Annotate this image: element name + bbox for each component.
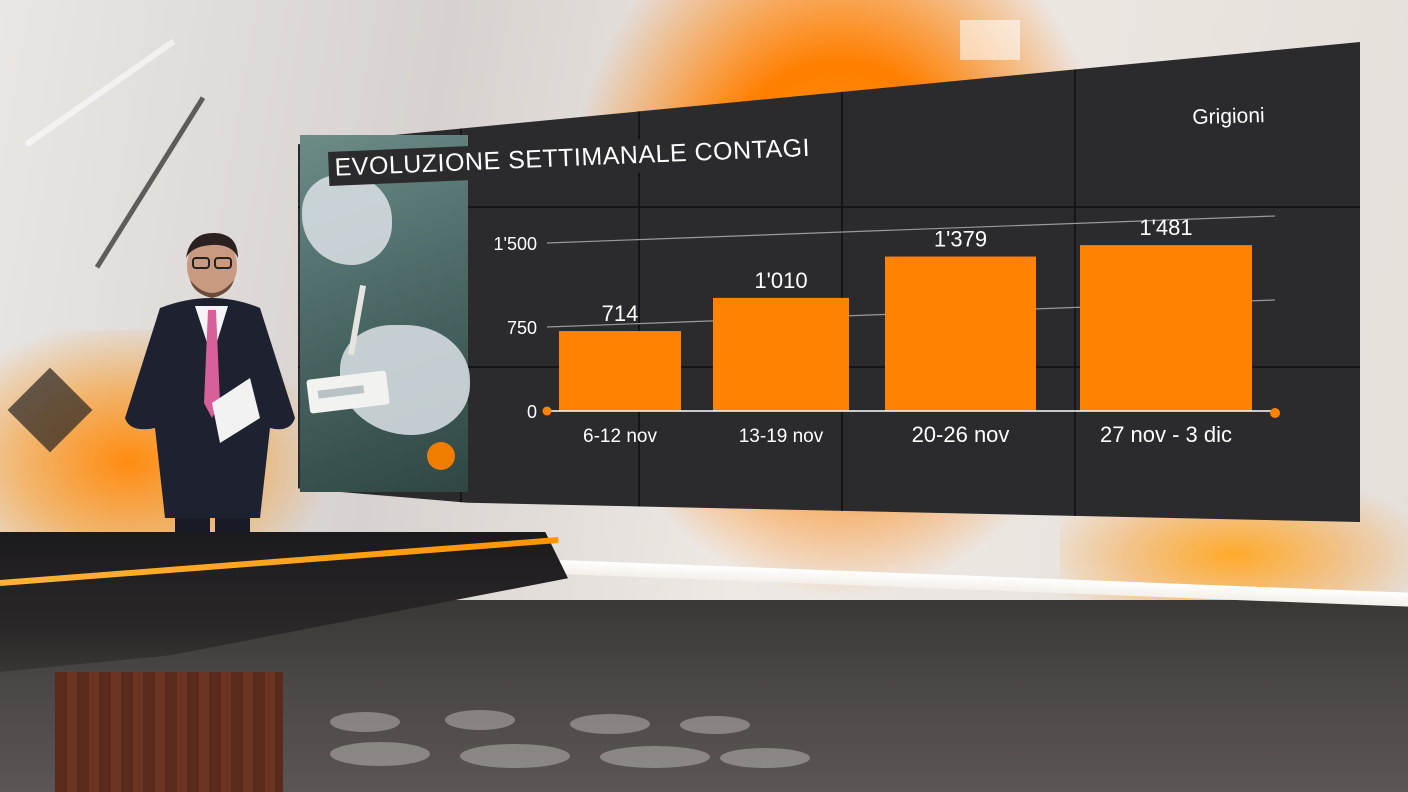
- y-tick-label: 1'500: [494, 234, 537, 254]
- bar: [713, 297, 849, 411]
- bar-value-label: 1'481: [1139, 215, 1192, 240]
- bar: [885, 256, 1036, 411]
- video-wall-seam: [1074, 42, 1076, 522]
- video-wall-seam: [841, 42, 843, 522]
- x-tick-label: 13-19 nov: [739, 426, 824, 447]
- glove-shape: [302, 175, 392, 265]
- video-wall-seam: [638, 42, 640, 522]
- floor-spot: [330, 712, 400, 732]
- floor-spot: [570, 714, 650, 734]
- bar: [1080, 245, 1252, 411]
- x-tick-label: 20-26 nov: [912, 422, 1010, 447]
- floor-spot: [445, 710, 515, 730]
- desk-base: [55, 672, 283, 792]
- y-tick-label: 0: [527, 402, 537, 422]
- video-wall-seam: [298, 206, 1360, 208]
- bar: [559, 331, 681, 411]
- x-tick-label: 27 nov - 3 dic: [1100, 422, 1232, 447]
- gridline: [546, 215, 1276, 244]
- wall-glass-panel: [960, 20, 1020, 60]
- y-tick-label: 750: [507, 318, 537, 338]
- bar-value-label: 1'010: [754, 268, 807, 293]
- floor-spot: [680, 716, 750, 734]
- bar-value-label: 714: [602, 301, 639, 326]
- floor-spot: [720, 748, 810, 768]
- floor-spot: [330, 742, 430, 766]
- covid-test-photo: [300, 135, 470, 492]
- axis-end-dot: [542, 406, 552, 416]
- floor-spot: [460, 744, 570, 768]
- orange-dot-icon: [427, 442, 455, 470]
- presenter-figure: [125, 232, 295, 558]
- axis-end-dot: [1270, 408, 1280, 418]
- floor-spot: [600, 746, 710, 768]
- bar-value-label: 1'379: [934, 227, 987, 252]
- x-tick-label: 6-12 nov: [583, 426, 657, 447]
